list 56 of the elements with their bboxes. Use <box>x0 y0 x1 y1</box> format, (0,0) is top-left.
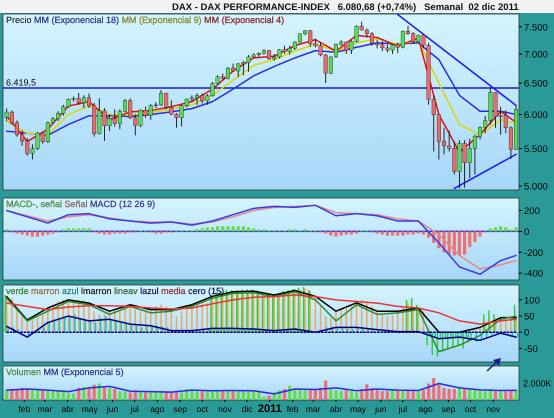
x-tick-label: oct <box>464 404 477 414</box>
x-tick-label: feb <box>286 404 299 414</box>
text: MM (Exponencial 4) <box>204 15 284 25</box>
series-label: verde <box>6 286 32 296</box>
text: cero (15) <box>188 286 224 296</box>
x-tick-label: abr <box>62 404 74 414</box>
y-tick-label: 100 <box>524 295 540 306</box>
x-tick-label: mar <box>38 404 52 414</box>
y-tick-label: -400 <box>524 268 544 280</box>
series-label: Señal <box>64 199 90 209</box>
series-label: lineav <box>114 286 140 296</box>
y-tick-label: 7.500 <box>524 22 548 34</box>
text: MM (Exponencial 18) <box>34 15 122 25</box>
series-label: MM (Exponencial 5) <box>44 367 124 377</box>
x-tick-label: mar <box>306 404 321 414</box>
text: 2.000K <box>523 378 552 388</box>
y-tick-label: 6.000 <box>524 110 548 121</box>
x-tick-label: abr <box>330 404 342 414</box>
x-tick-label: ago <box>418 404 434 414</box>
text: azul <box>62 286 82 296</box>
series-label: marron <box>31 286 62 296</box>
legend-title: Precio <box>6 15 34 25</box>
series-label: lmarron <box>81 286 114 296</box>
x-tick-label: nov <box>486 404 501 414</box>
x-tick-label: ago <box>150 404 165 414</box>
x-tick-label: jul <box>398 404 408 414</box>
y-tick-label: 6.500 <box>524 78 548 90</box>
x-tick-label: jul <box>129 404 139 414</box>
x-tick-label: 2011 <box>258 403 282 415</box>
text: MM (Exponencial 9) <box>122 15 204 25</box>
series-label: media <box>161 286 188 296</box>
text: MACD-, señal <box>6 199 65 209</box>
x-tick-label: may <box>82 404 99 414</box>
y-tick-label: 0 <box>524 226 530 238</box>
y-tick-label: -200 <box>524 248 544 259</box>
x-tick-label: sep <box>442 404 456 414</box>
chart-title: DAX - DAX PERFORMANCE-INDEX 6.080,68 (+0,74%) Semanal 02 dic 2011 <box>172 2 520 13</box>
x-tick-label: may <box>350 404 367 414</box>
y-tick-label: 7.000 <box>524 49 548 60</box>
series-label: MACD (12 26 9) <box>90 199 156 209</box>
x-tick-label: dic <box>242 404 254 414</box>
x-tick-label: sep <box>173 404 188 414</box>
x-tick-label: oct <box>196 404 208 414</box>
x-tick-label: jun <box>106 404 118 414</box>
text: lazul <box>140 286 162 296</box>
ref-line-label: 6.419,5 <box>6 77 36 88</box>
x-tick-label: feb <box>18 404 30 414</box>
series-label: Volumen <box>6 367 44 377</box>
y-tick-label: 5.500 <box>524 144 548 156</box>
y-tick-label: 200 <box>524 206 540 218</box>
y-tick-label: 0 <box>524 328 530 339</box>
x-tick-label: nov <box>218 404 233 414</box>
y-tick-label: -50 <box>524 344 538 355</box>
y-tick-label: 50 <box>524 312 535 323</box>
x-tick-label: jun <box>374 404 387 414</box>
y-tick-label: 5.000 <box>524 182 548 193</box>
